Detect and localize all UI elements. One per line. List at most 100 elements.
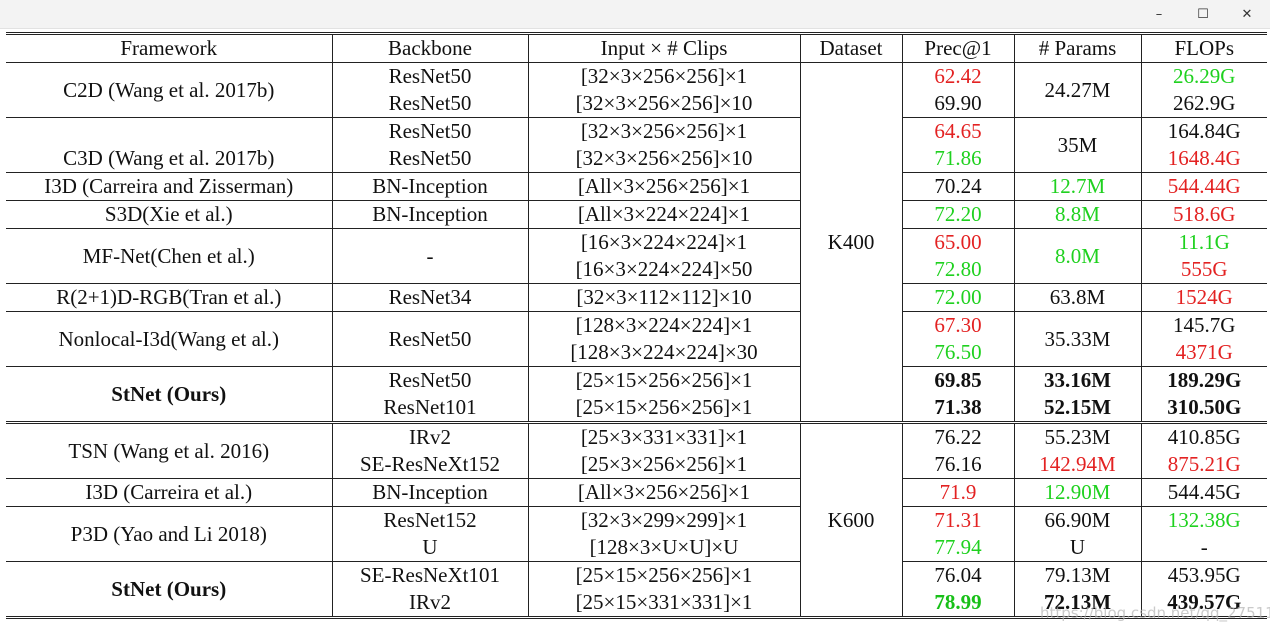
col-input: Input × # Clips bbox=[527, 33, 801, 63]
params-cell: 52.15M bbox=[1013, 394, 1142, 423]
table-row: I3D (Carreira et al.) BN-Inception [All×… bbox=[6, 478, 1267, 507]
prec-cell: 71.9 bbox=[901, 478, 1015, 507]
flops-cell: 555G bbox=[1140, 256, 1267, 284]
backbone-cell: ResNet50 bbox=[332, 90, 529, 118]
flops-cell: 518.6G bbox=[1140, 200, 1267, 229]
flops-cell: 1524G bbox=[1140, 283, 1267, 312]
prec-cell: 72.80 bbox=[901, 256, 1015, 284]
col-dataset: Dataset bbox=[799, 33, 903, 63]
flops-cell: 875.21G bbox=[1140, 451, 1267, 479]
input-cell: [25×15×331×331]×1 bbox=[527, 589, 801, 618]
results-table-container: Framework Backbone Input × # Clips Datas… bbox=[6, 32, 1267, 619]
backbone-cell: ResNet50 bbox=[332, 145, 529, 173]
input-cell: [32×3×256×256]×10 bbox=[527, 145, 801, 173]
framework-cell: StNet (Ours) bbox=[6, 561, 333, 618]
input-cell: [25×15×256×256]×1 bbox=[527, 561, 801, 589]
minimize-button[interactable]: – bbox=[1155, 6, 1163, 22]
backbone-cell: BN-Inception bbox=[331, 478, 529, 507]
table-row: ResNet50 [32×3×256×256]×10 69.90 262.9G bbox=[6, 90, 1267, 118]
params-cell: 72.13M bbox=[1013, 589, 1142, 618]
backbone-cell: ResNet101 bbox=[332, 394, 529, 423]
flops-cell: 132.38G bbox=[1140, 506, 1267, 534]
col-params: # Params bbox=[1013, 33, 1142, 63]
input-cell: [32×3×256×256]×1 bbox=[527, 62, 801, 90]
table-row: C3D (Wang et al. 2017b) ResNet50 [32×3×2… bbox=[6, 117, 1267, 173]
table-row: SE-ResNeXt152 [25×3×256×256]×1 76.16 142… bbox=[6, 451, 1267, 479]
framework-cell: P3D (Yao and Li 2018) bbox=[6, 506, 333, 562]
table-row: Nonlocal-I3d(Wang et al.) ResNet50 [128×… bbox=[6, 311, 1267, 367]
table-row: StNet (Ours) SE-ResNeXt101 [25×15×256×25… bbox=[6, 561, 1267, 618]
flops-cell: 453.95G bbox=[1140, 561, 1267, 589]
table-row: C2D (Wang et al. 2017b) ResNet50 [32×3×2… bbox=[6, 62, 1267, 423]
flops-cell: - bbox=[1140, 534, 1267, 562]
table-row: StNet (Ours) ResNet50 [25×15×256×256]×1 … bbox=[6, 366, 1267, 423]
flops-cell: 189.29G bbox=[1140, 366, 1267, 394]
col-framework: Framework bbox=[6, 33, 333, 63]
framework-cell: S3D(Xie et al.) bbox=[6, 200, 333, 229]
framework-cell: I3D (Carreira and Zisserman) bbox=[6, 172, 333, 201]
table-row: R(2+1)D-RGB(Tran et al.) ResNet34 [32×3×… bbox=[6, 283, 1267, 312]
prec-cell: 71.86 bbox=[901, 145, 1015, 173]
close-button[interactable]: ✕ bbox=[1241, 6, 1253, 22]
col-flops: FLOPs bbox=[1140, 33, 1267, 63]
flops-cell: 439.57G bbox=[1140, 589, 1267, 618]
params-cell: 66.90M bbox=[1013, 506, 1142, 534]
prec-cell: 72.20 bbox=[901, 200, 1015, 229]
backbone-cell: ResNet50 bbox=[331, 366, 529, 394]
params-cell: U bbox=[1013, 534, 1142, 562]
backbone-cell: U bbox=[332, 534, 529, 562]
input-cell: [All×3×256×256]×1 bbox=[527, 172, 801, 201]
backbone-cell: BN-Inception bbox=[331, 172, 529, 201]
input-cell: [32×3×299×299]×1 bbox=[527, 506, 801, 534]
input-cell: [25×3×331×331]×1 bbox=[527, 422, 801, 451]
prec-cell: 76.22 bbox=[901, 422, 1015, 451]
table-row: S3D(Xie et al.) BN-Inception [All×3×224×… bbox=[6, 200, 1267, 229]
maximize-button[interactable]: ☐ bbox=[1197, 6, 1209, 22]
table-row: ResNet101 [25×15×256×256]×1 71.38 52.15M… bbox=[6, 394, 1267, 423]
table-row: [16×3×224×224]×50 72.80 555G bbox=[6, 256, 1267, 284]
flops-cell: 26.29G bbox=[1140, 62, 1267, 90]
col-backbone: Backbone bbox=[331, 33, 529, 63]
flops-cell: 262.9G bbox=[1140, 90, 1267, 118]
table-row: [128×3×224×224]×30 76.50 4371G bbox=[6, 339, 1267, 367]
params-cell: 8.0M bbox=[1013, 228, 1142, 284]
backbone-cell: - bbox=[331, 228, 529, 284]
backbone-cell: SE-ResNeXt152 bbox=[332, 451, 529, 479]
input-cell: [All×3×256×256]×1 bbox=[527, 478, 801, 507]
params-cell: 55.23M bbox=[1013, 422, 1142, 451]
backbone-cell: BN-Inception bbox=[331, 200, 529, 229]
table-row: ResNet50 [32×3×256×256]×10 71.86 1648.4G bbox=[6, 145, 1267, 173]
framework-cell: I3D (Carreira et al.) bbox=[6, 478, 333, 507]
framework-cell: Nonlocal-I3d(Wang et al.) bbox=[6, 311, 333, 367]
backbone-cell: ResNet50 bbox=[331, 311, 529, 367]
prec-cell: 70.24 bbox=[901, 172, 1015, 201]
table-row: IRv2 [25×15×331×331]×1 78.99 72.13M 439.… bbox=[6, 589, 1267, 618]
header-row: Framework Backbone Input × # Clips Datas… bbox=[6, 33, 1267, 63]
params-cell: 24.27M bbox=[1013, 62, 1142, 118]
backbone-cell: IRv2 bbox=[331, 422, 529, 451]
prec-cell: 71.31 bbox=[901, 506, 1015, 534]
backbone-cell: ResNet50 bbox=[331, 62, 529, 90]
framework-cell: R(2+1)D-RGB(Tran et al.) bbox=[6, 283, 333, 312]
input-cell: [128×3×224×224]×30 bbox=[528, 339, 801, 367]
prec-cell: 78.99 bbox=[901, 589, 1015, 618]
input-cell: [25×15×256×256]×1 bbox=[527, 394, 801, 423]
params-cell: 63.8M bbox=[1013, 283, 1142, 312]
framework-cell: C3D (Wang et al. 2017b) bbox=[6, 117, 333, 173]
input-cell: [25×15×256×256]×1 bbox=[527, 366, 801, 394]
params-cell: 142.94M bbox=[1013, 451, 1142, 479]
backbone-cell: ResNet34 bbox=[331, 283, 529, 312]
prec-cell: 76.50 bbox=[901, 339, 1015, 367]
flops-cell: 164.84G bbox=[1140, 117, 1267, 145]
params-cell: 12.7M bbox=[1013, 172, 1142, 201]
table-row: I3D (Carreira and Zisserman) BN-Inceptio… bbox=[6, 172, 1267, 201]
prec-cell: 69.90 bbox=[901, 90, 1015, 118]
table-row: P3D (Yao and Li 2018) ResNet152 [32×3×29… bbox=[6, 506, 1267, 562]
input-cell: [32×3×256×256]×1 bbox=[527, 117, 801, 145]
dataset-cell: K400 bbox=[799, 62, 903, 423]
input-cell: [32×3×256×256]×10 bbox=[527, 90, 801, 118]
params-cell: 35.33M bbox=[1013, 311, 1142, 367]
backbone-cell: IRv2 bbox=[332, 589, 529, 618]
prec-cell: 72.00 bbox=[901, 283, 1015, 312]
watermark: https://blog.csdn.net/qq_27511049 bbox=[1040, 604, 1270, 622]
